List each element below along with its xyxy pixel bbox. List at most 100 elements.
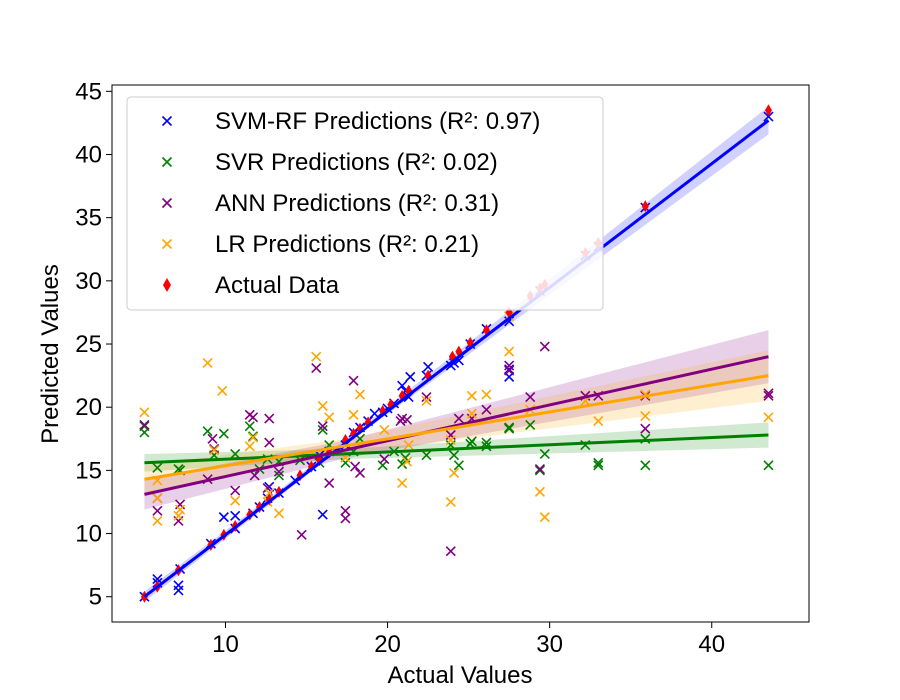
lr-point — [445, 496, 456, 508]
plot-frame — [111, 84, 810, 623]
svr-point — [525, 419, 536, 430]
lr-point — [481, 389, 492, 400]
svr-point — [202, 426, 213, 437]
lr-point — [209, 445, 220, 456]
svr-point — [397, 458, 408, 470]
svr-point — [273, 470, 285, 481]
svr-point — [218, 428, 229, 439]
svm-rf-point — [405, 371, 416, 382]
svr-point — [139, 421, 150, 432]
svm-rf-point — [763, 111, 774, 122]
lr-point — [354, 389, 366, 400]
svm-rf-point — [317, 509, 328, 520]
actual-legend-label: Actual Data — [215, 272, 340, 299]
lr-point — [504, 346, 515, 357]
x-tick-label: 10 — [212, 631, 239, 658]
y-tick-label: 45 — [75, 78, 102, 105]
lr-point — [466, 408, 477, 419]
ann-point — [453, 413, 464, 424]
ann-point — [340, 513, 351, 524]
x-axis-label: Actual Values — [388, 662, 533, 689]
svm-rf-point — [218, 512, 229, 523]
ann-point — [317, 421, 328, 432]
svr-point — [230, 448, 241, 460]
svm-rf-legend-marker — [161, 115, 173, 127]
lr-point — [173, 510, 184, 521]
y-tick-label: 15 — [75, 457, 102, 484]
svm-rf-point — [369, 408, 380, 419]
ann-point — [249, 470, 260, 481]
lr-point — [175, 504, 186, 515]
ann-point — [264, 437, 275, 448]
ann-point — [324, 477, 335, 489]
lr-point — [152, 515, 163, 526]
lr-point — [534, 486, 545, 497]
svr-legend-label: SVR Predictions (R²: 0.02) — [215, 149, 498, 176]
y-axis-label: Predicted Values — [37, 264, 64, 444]
svr-fit-line — [144, 433, 769, 465]
svm-rf-point — [397, 380, 408, 391]
ann-point — [640, 423, 651, 434]
svr-point — [763, 460, 774, 471]
x-tick-label: 30 — [536, 631, 563, 658]
y-tick-label: 40 — [75, 141, 102, 168]
lr-point — [247, 432, 259, 443]
lr-point — [640, 410, 651, 422]
svr-point — [340, 457, 351, 468]
lr-point — [397, 477, 408, 489]
lr-legend-marker — [161, 238, 173, 250]
ann-legend-marker — [161, 197, 173, 209]
lr-point — [421, 395, 432, 406]
y-tick-label: 5 — [89, 584, 102, 611]
lr-fit-line — [144, 374, 769, 481]
svr-point — [453, 460, 464, 471]
ann-fit-line — [144, 355, 769, 496]
legend-box — [126, 96, 604, 311]
y-tick-label: 30 — [75, 268, 102, 295]
svm-rf-fit-line — [143, 119, 770, 598]
ann-point — [421, 392, 432, 403]
ann-point — [247, 412, 259, 423]
ann-point — [401, 414, 413, 425]
svm-rf-point — [173, 585, 184, 596]
ann-point — [230, 485, 241, 496]
ann-point — [350, 461, 361, 472]
ann-point — [525, 392, 536, 403]
ann-point — [379, 453, 390, 465]
ann-point — [445, 546, 456, 557]
lr-point — [401, 456, 413, 467]
lr-point — [152, 493, 163, 504]
actual-legend-marker — [163, 278, 171, 292]
svm-rf-point — [173, 580, 184, 591]
legend: SVM-RF Predictions (R²: 0.97) SVR Predict… — [126, 96, 604, 311]
actual-point — [641, 200, 649, 213]
ann-point — [273, 466, 285, 477]
lr-point — [348, 409, 359, 420]
svm-rf-point — [504, 364, 515, 375]
ann-point — [173, 515, 184, 526]
ann-point — [207, 433, 218, 444]
lr-point — [763, 412, 774, 423]
svr-point — [244, 421, 255, 432]
ann-point — [348, 375, 359, 386]
ann-point — [139, 419, 150, 430]
y-tick-label: 10 — [75, 521, 102, 548]
actual-point — [764, 104, 772, 117]
ann-confidence-band — [144, 330, 769, 510]
lr-point — [445, 434, 456, 446]
svr-point — [481, 437, 492, 448]
ann-point — [481, 404, 492, 415]
lr-point — [311, 351, 322, 362]
ann-point — [354, 467, 366, 478]
x-tick-label: 20 — [374, 631, 401, 658]
y-tick-label: 25 — [75, 331, 102, 358]
svr-point — [448, 450, 460, 461]
lr-point — [317, 400, 328, 412]
svr-point — [539, 448, 550, 460]
ann-point — [311, 362, 322, 374]
lr-point — [403, 440, 414, 451]
y-tick-label: 20 — [75, 394, 102, 421]
regression-lines — [143, 119, 770, 598]
ann-point — [209, 443, 220, 454]
